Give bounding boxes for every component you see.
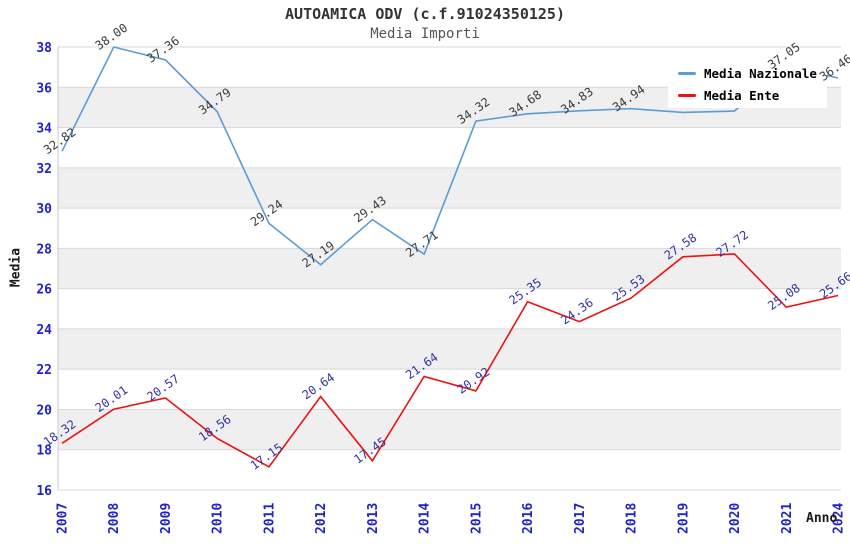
line-swatch-icon xyxy=(678,71,696,75)
x-tick-label: 2017 xyxy=(573,503,588,534)
legend-item-media-nazionale[interactable]: Media Nazionale xyxy=(678,65,817,81)
legend-item-media-ente[interactable]: Media Ente xyxy=(678,87,817,103)
y-tick-label: 36 xyxy=(36,81,52,96)
x-tick-label: 2011 xyxy=(262,503,277,534)
x-tick-label: 2019 xyxy=(676,503,691,534)
line-swatch-icon xyxy=(678,93,696,97)
x-tick-label: 2012 xyxy=(314,503,329,534)
y-tick-label: 30 xyxy=(36,202,52,217)
chart-subtitle: Media Importi xyxy=(370,26,480,42)
legend: Media Nazionale Media Ente xyxy=(668,60,827,108)
y-tick-label: 28 xyxy=(36,242,52,257)
plot-band xyxy=(58,127,841,168)
x-tick-label: 2021 xyxy=(780,503,795,534)
plot-band xyxy=(58,288,841,329)
plot-band xyxy=(58,208,841,249)
plot-band xyxy=(58,328,841,370)
legend-label: Media Nazionale xyxy=(704,65,817,81)
y-tick-label: 26 xyxy=(36,283,52,298)
y-tick-label: 38 xyxy=(36,41,52,56)
plot-band xyxy=(58,449,841,490)
plot-band xyxy=(58,369,841,410)
chart-title: AUTOAMICA ODV (c.f.91024350125) xyxy=(285,5,565,23)
x-tick-label: 2024 xyxy=(832,503,847,534)
y-tick-label: 18 xyxy=(36,444,52,459)
x-tick-label: 2016 xyxy=(521,503,536,534)
y-tick-label: 16 xyxy=(36,484,52,499)
x-tick-label: 2010 xyxy=(211,503,226,534)
x-tick-label: 2015 xyxy=(469,503,484,534)
series-line-media-ente xyxy=(61,253,839,468)
y-axis-title: Media xyxy=(8,247,24,288)
plot-band xyxy=(58,409,841,450)
y-tick-label: 34 xyxy=(36,122,52,137)
y-tick-label: 22 xyxy=(36,363,52,378)
y-tick-label: 20 xyxy=(36,403,52,418)
x-tick-label: 2009 xyxy=(159,503,174,534)
y-tick-label: 32 xyxy=(36,162,52,177)
x-tick-label: 2007 xyxy=(56,503,71,534)
x-tick-label: 2008 xyxy=(107,503,122,534)
series-line-media-nazionale xyxy=(61,46,839,266)
x-tick-label: 2014 xyxy=(418,503,433,534)
x-tick-label: 2013 xyxy=(366,503,381,534)
legend-label: Media Ente xyxy=(704,87,780,103)
x-tick-label: 2018 xyxy=(625,503,640,534)
x-axis-title: Anno xyxy=(806,511,838,526)
y-tick-label: 24 xyxy=(36,323,52,338)
x-tick-label: 2020 xyxy=(728,503,743,534)
